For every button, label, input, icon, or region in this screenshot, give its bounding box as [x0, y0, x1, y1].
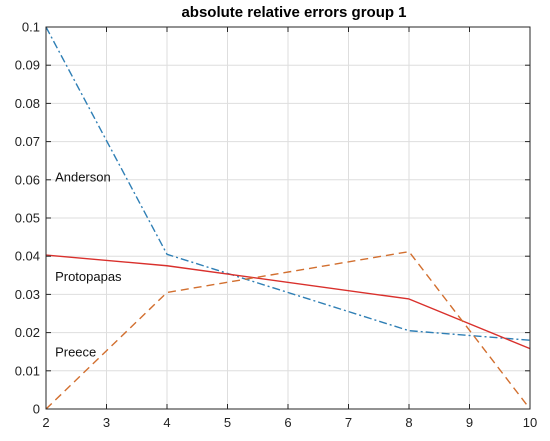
y-tick-label: 0.06 — [15, 172, 40, 187]
series-line-anderson — [45, 26, 531, 341]
axis-ticks — [45, 26, 531, 410]
y-tick-label: 0.04 — [15, 249, 40, 264]
y-tick-label: 0.01 — [15, 363, 40, 378]
x-tick-label: 7 — [345, 415, 352, 430]
x-tick-label: 9 — [466, 415, 473, 430]
y-tick-label: 0.08 — [15, 96, 40, 111]
y-tick-label: 0.1 — [22, 20, 40, 35]
annotations: Anderson Protopapas Preece — [55, 170, 122, 360]
x-tick-label: 8 — [405, 415, 412, 430]
x-tick-label: 6 — [284, 415, 291, 430]
y-tick-label: 0.05 — [15, 211, 40, 226]
x-tick-label: 4 — [163, 415, 170, 430]
annotation-anderson: Anderson — [55, 170, 111, 185]
tick-labels: 2 3 4 5 6 7 8 9 10 0 0.01 0.02 0.03 0.04 0.05 0.06 0.07 0… — [15, 20, 538, 431]
series-line-preece — [45, 250, 531, 410]
x-tick-label: 2 — [42, 415, 49, 430]
grid — [45, 26, 531, 410]
annotation-preece: Preece — [55, 344, 96, 359]
chart-title: absolute relative errors group 1 — [181, 4, 406, 21]
x-tick-label: 5 — [224, 415, 231, 430]
y-tick-label: 0.07 — [15, 134, 40, 149]
plot-series — [45, 26, 531, 410]
x-tick-label: 10 — [523, 415, 537, 430]
y-tick-label: 0.02 — [15, 325, 40, 340]
annotation-protopapas: Protopapas — [55, 269, 122, 284]
y-tick-label: 0 — [33, 402, 40, 417]
x-tick-label: 3 — [103, 415, 110, 430]
y-tick-label: 0.09 — [15, 58, 40, 73]
y-tick-label: 0.03 — [15, 287, 40, 302]
series-line-protopapas — [45, 254, 531, 350]
